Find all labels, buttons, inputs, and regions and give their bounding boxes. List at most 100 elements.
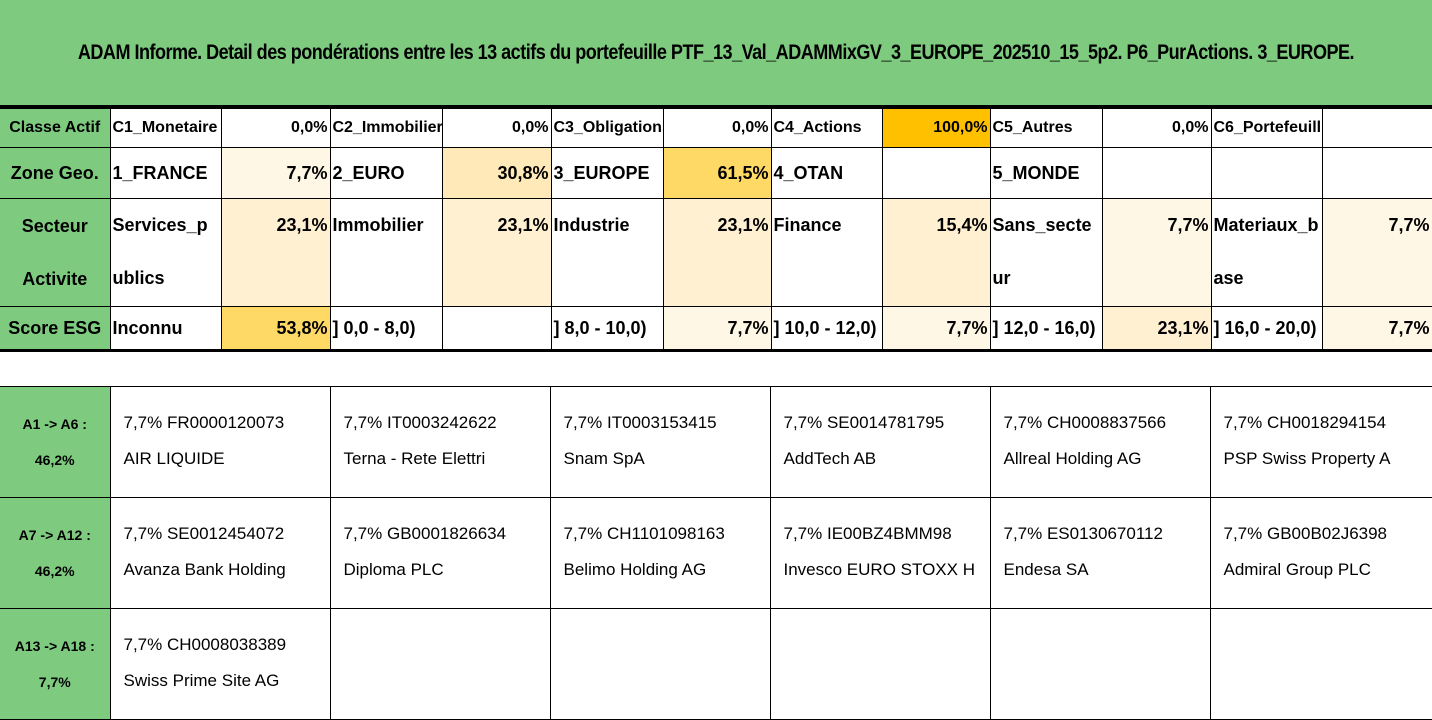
category-label-cell: Finance xyxy=(770,198,883,307)
category-label-cell: C6_Portefeuill xyxy=(1210,108,1323,148)
weight-value-cell xyxy=(1101,147,1212,199)
weight-value-cell: 23,1% xyxy=(441,198,552,307)
asset-weight-isin: 7,7% SE0012454072 xyxy=(123,524,285,543)
weight-value-cell: 7,7% xyxy=(1101,198,1212,307)
weight-value-cell xyxy=(1321,147,1432,199)
asset-cell xyxy=(769,608,991,720)
category-label-cell: Industrie xyxy=(550,198,664,307)
assets-table: A1 -> A6 : 46,2% 7,7% FR0000120073 AIR LIQU… xyxy=(0,386,1432,720)
secteur-activite-row: Secteur Activite Services_publics 23,1% Imm… xyxy=(0,198,1432,307)
asset-name: AIR LIQUIDE xyxy=(123,449,225,468)
row-header: Secteur Activite xyxy=(0,198,111,307)
asset-name: Allreal Holding AG xyxy=(1003,449,1142,468)
weight-value-cell: 61,5% xyxy=(662,147,772,199)
asset-weight-isin: 7,7% CH0008837566 xyxy=(1003,413,1167,432)
row-header: Score ESG xyxy=(0,306,111,352)
asset-cell: 7,7% ES0130670112 Endesa SA xyxy=(989,497,1211,609)
weight-value-cell: 0,0% xyxy=(662,108,772,148)
weight-value-cell: 53,8% xyxy=(220,306,331,352)
category-label-cell: 4_OTAN xyxy=(770,147,883,199)
weight-value-cell: 100,0% xyxy=(881,108,991,148)
weight-value-cell: 7,7% xyxy=(662,306,772,352)
asset-weight-isin: 7,7% IT0003153415 xyxy=(563,413,717,432)
row-header: Zone Geo. xyxy=(0,147,111,199)
weight-value-cell xyxy=(441,306,552,352)
asset-cell xyxy=(989,608,1211,720)
category-label-cell: C5_Autres xyxy=(989,108,1103,148)
asset-group-row: A7 -> A12 : 46,2% 7,7% SE0012454072 Avanza … xyxy=(0,497,1432,609)
category-label-cell xyxy=(1210,147,1323,199)
asset-name: Invesco EURO STOXX H xyxy=(783,560,975,579)
asset-cell: 7,7% CH1101098163 Belimo Holding AG xyxy=(549,497,771,609)
asset-name: Diploma PLC xyxy=(343,560,444,579)
asset-range-label: A1 -> A6 : xyxy=(22,416,87,432)
asset-range-total: 46,2% xyxy=(34,563,75,579)
asset-cell: 7,7% GB0001826634 Diploma PLC xyxy=(329,497,551,609)
asset-group-header: A7 -> A12 : 46,2% xyxy=(0,497,111,609)
asset-cell: 7,7% CH0008038389 Swiss Prime Site AG xyxy=(109,608,331,720)
row-header: Classe Actif xyxy=(0,108,111,148)
asset-name: Admiral Group PLC xyxy=(1223,560,1371,579)
zone-geo-row: Zone Geo. 1_FRANCE 7,7% 2_EURO 30,8% 3_EUROPE… xyxy=(0,147,1432,199)
category-label-cell: Services_publics xyxy=(109,198,222,307)
asset-weight-isin: 7,7% GB00B02J6398 xyxy=(1223,524,1388,543)
weight-value-cell: 23,1% xyxy=(1101,306,1212,352)
category-label-cell: 5_MONDE xyxy=(989,147,1103,199)
asset-cell xyxy=(1209,608,1432,720)
asset-cell: 7,7% GB00B02J6398 Admiral Group PLC xyxy=(1209,497,1432,609)
weight-value-cell xyxy=(881,147,991,199)
asset-name: PSP Swiss Property A xyxy=(1223,449,1391,468)
report-title-bar: ADAM Informe. Detail des pondérations en… xyxy=(0,0,1432,108)
asset-group-row: A13 -> A18 : 7,7% 7,7% CH0008038389 Swiss P… xyxy=(0,608,1432,720)
category-label-cell: C4_Actions xyxy=(770,108,883,148)
asset-cell: 7,7% CH0018294154 PSP Swiss Property A xyxy=(1209,386,1432,498)
asset-cell: 7,7% IE00BZ4BMM98 Invesco EURO STOXX H xyxy=(769,497,991,609)
weight-value-cell: 7,7% xyxy=(1321,306,1432,352)
weight-value-cell: 7,7% xyxy=(881,306,991,352)
asset-cell: 7,7% SE0014781795 AddTech AB xyxy=(769,386,991,498)
asset-cell xyxy=(549,608,771,720)
asset-weight-isin: 7,7% IE00BZ4BMM98 xyxy=(783,524,952,543)
asset-group-header: A13 -> A18 : 7,7% xyxy=(0,608,111,720)
weight-value-cell: 0,0% xyxy=(1101,108,1212,148)
asset-weight-isin: 7,7% FR0000120073 xyxy=(123,413,285,432)
report-title: ADAM Informe. Detail des pondérations en… xyxy=(77,40,1355,64)
asset-range-total: 46,2% xyxy=(34,452,75,468)
asset-weight-isin: 7,7% CH1101098163 xyxy=(563,524,725,543)
asset-weight-isin: 7,7% CH0018294154 xyxy=(1223,413,1387,432)
asset-weight-isin: 7,7% SE0014781795 xyxy=(783,413,945,432)
category-label-cell: Inconnu xyxy=(109,306,222,352)
category-label-cell: 1_FRANCE xyxy=(109,147,222,199)
category-label-cell: Sans_secteur xyxy=(989,198,1103,307)
asset-range-label: A13 -> A18 : xyxy=(14,638,95,654)
asset-range-total: 7,7% xyxy=(38,674,71,690)
category-label-cell: ] 0,0 - 8,0) xyxy=(329,306,443,352)
asset-group-header: A1 -> A6 : 46,2% xyxy=(0,386,111,498)
category-label-cell: C1_Monetaire xyxy=(109,108,222,148)
asset-weight-isin: 7,7% IT0003242622 xyxy=(343,413,497,432)
asset-name: Endesa SA xyxy=(1003,560,1089,579)
score-esg-row: Score ESG Inconnu 53,8%] 0,0 - 8,0) ] 8,0 -… xyxy=(0,306,1432,352)
weight-value-cell: 23,1% xyxy=(662,198,772,307)
category-label-cell: ] 12,0 - 16,0) xyxy=(989,306,1103,352)
category-label-cell: C2_Immobilier xyxy=(329,108,443,148)
asset-name: Avanza Bank Holding xyxy=(123,560,286,579)
weight-value-cell: 0,0% xyxy=(220,108,331,148)
weights-table: Classe Actif C1_Monetaire 0,0% C2_Immobilie… xyxy=(0,108,1432,352)
asset-cell: 7,7% FR0000120073 AIR LIQUIDE xyxy=(109,386,331,498)
category-label-cell: ] 16,0 - 20,0) xyxy=(1210,306,1323,352)
category-label-cell: ] 8,0 - 10,0) xyxy=(550,306,664,352)
category-label-cell: ] 10,0 - 12,0) xyxy=(770,306,883,352)
category-label-cell: 2_EURO xyxy=(329,147,443,199)
weight-value-cell: 23,1% xyxy=(220,198,331,307)
category-label-cell: C3_Obligations xyxy=(550,108,664,148)
category-label-cell: Immobilier xyxy=(329,198,443,307)
asset-name: Swiss Prime Site AG xyxy=(123,671,280,690)
asset-range-label: A7 -> A12 : xyxy=(18,527,91,543)
category-label-cell: Materiaux_base xyxy=(1210,198,1323,307)
weight-value-cell: 15,4% xyxy=(881,198,991,307)
asset-cell: 7,7% IT0003153415 Snam SpA xyxy=(549,386,771,498)
asset-weight-isin: 7,7% CH0008038389 xyxy=(123,635,287,654)
asset-cell: 7,7% SE0012454072 Avanza Bank Holding xyxy=(109,497,331,609)
